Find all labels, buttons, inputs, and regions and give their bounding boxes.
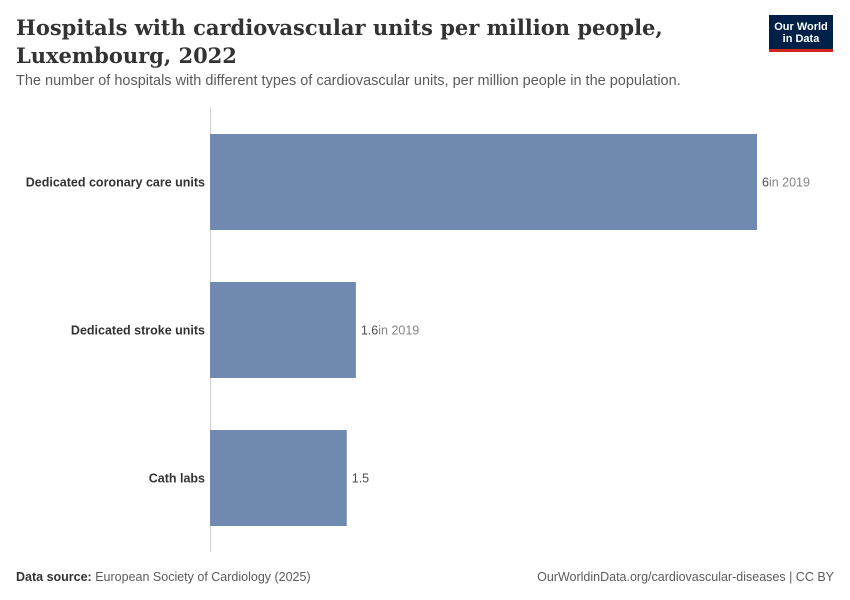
bar[interactable] bbox=[210, 282, 356, 378]
category-label: Cath labs bbox=[149, 472, 205, 486]
logo-line-2: in Data bbox=[782, 33, 820, 45]
value-label: 6in 2019 bbox=[762, 176, 810, 190]
category-label: Dedicated coronary care units bbox=[26, 176, 205, 190]
chart-title: Hospitals with cardiovascular units per … bbox=[16, 15, 663, 68]
logo-line-1: Our World bbox=[774, 21, 828, 33]
chart-subtitle: The number of hospitals with different t… bbox=[16, 73, 681, 89]
bar[interactable] bbox=[210, 430, 347, 526]
data-source-label: Data source: bbox=[16, 570, 92, 584]
source-url[interactable]: OurWorldinData.org/cardiovascular-diseas… bbox=[537, 570, 834, 584]
data-source-text: European Society of Cardiology (2025) bbox=[95, 570, 311, 584]
value-label: 1.5 bbox=[352, 472, 369, 486]
bar[interactable] bbox=[210, 134, 757, 230]
value-label: 1.6in 2019 bbox=[361, 324, 419, 338]
data-source: Data source: European Society of Cardiol… bbox=[16, 570, 311, 584]
category-label: Dedicated stroke units bbox=[71, 324, 205, 338]
owid-logo[interactable]: Our World in Data bbox=[769, 15, 833, 52]
